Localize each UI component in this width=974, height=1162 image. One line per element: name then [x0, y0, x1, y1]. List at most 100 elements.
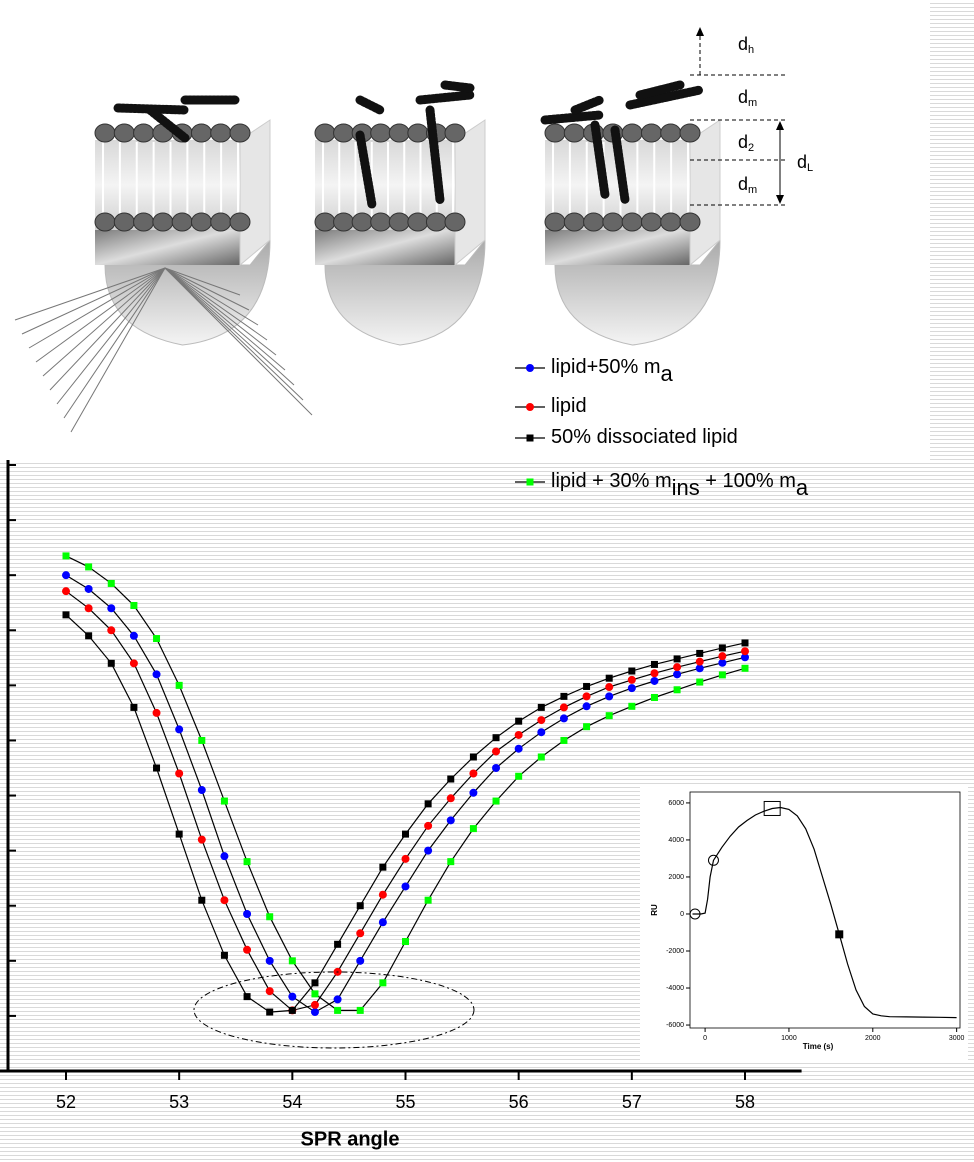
data-point — [695, 657, 704, 666]
data-point — [175, 830, 183, 838]
inset-marker — [707, 854, 719, 866]
data-point — [514, 744, 523, 753]
head-group — [370, 123, 392, 143]
data-point — [492, 797, 500, 805]
head-group — [621, 123, 643, 143]
inset-x-tick-label: 0 — [703, 1035, 707, 1042]
head-group — [621, 212, 643, 232]
head-group — [94, 123, 116, 143]
data-point — [650, 676, 659, 685]
data-point — [175, 769, 184, 778]
peptide — [355, 95, 385, 115]
data-point — [197, 786, 206, 795]
data-point — [469, 788, 478, 797]
x-tick-label: 54 — [282, 1092, 302, 1112]
inset-marker — [763, 800, 781, 816]
data-point — [718, 652, 727, 661]
legend-marker — [526, 364, 534, 372]
x-tick-label: 52 — [56, 1092, 76, 1112]
data-point — [379, 863, 387, 871]
metal-layer — [545, 228, 690, 265]
head-group — [388, 123, 410, 143]
dimension-label: dh — [738, 34, 754, 56]
legend-text: lipid — [551, 395, 587, 417]
beam — [164, 267, 313, 416]
data-point — [492, 734, 500, 742]
data-point — [356, 902, 364, 910]
data-point — [402, 938, 409, 946]
data-point — [515, 772, 523, 780]
head-group — [602, 212, 624, 232]
data-point — [288, 1006, 296, 1014]
x-tick-label: 55 — [395, 1092, 415, 1112]
data-point — [379, 979, 387, 987]
data-point — [447, 775, 455, 783]
data-point — [198, 736, 206, 744]
data-point — [152, 708, 161, 717]
data-point — [537, 703, 545, 711]
dimension-subscript: m — [748, 184, 757, 196]
peptide — [440, 80, 475, 93]
head-group — [370, 212, 392, 232]
head-group — [407, 212, 429, 232]
data-point — [356, 956, 365, 965]
head-group — [94, 212, 116, 232]
data-point — [605, 674, 613, 682]
head-group — [152, 212, 174, 232]
head-group — [133, 212, 155, 232]
data-point — [469, 753, 477, 761]
dimension-symbol: d — [738, 174, 748, 194]
data-point — [673, 655, 681, 663]
data-point — [537, 716, 546, 725]
beam — [28, 267, 166, 349]
data-point — [129, 659, 138, 668]
data-point — [62, 571, 70, 580]
legend-text: lipid+50% m — [551, 356, 661, 378]
prism-cap — [104, 238, 271, 346]
data-point — [334, 940, 342, 948]
head-group — [444, 212, 466, 232]
x-tick-label: 58 — [735, 1092, 755, 1112]
side-face — [689, 119, 721, 267]
head-group — [333, 212, 355, 232]
data-point — [198, 896, 206, 904]
head-group — [640, 212, 662, 232]
data-point — [605, 683, 614, 692]
data-point — [650, 669, 659, 678]
legend-subscript: a — [796, 475, 809, 500]
data-point — [424, 800, 432, 808]
dimension-subscript: h — [748, 44, 754, 56]
head-group — [563, 212, 585, 232]
dimension-symbol: d — [738, 132, 748, 152]
data-point — [447, 858, 455, 866]
beam — [164, 267, 268, 341]
inset-y-axis-label: RU — [650, 904, 659, 916]
head-group — [640, 123, 662, 143]
highlight-ellipse — [193, 971, 475, 1049]
data-point — [85, 563, 93, 571]
data-point — [537, 728, 546, 737]
head-group — [113, 212, 135, 232]
data-point — [243, 909, 252, 918]
data-point — [152, 670, 161, 679]
data-point — [424, 821, 433, 830]
inset-y-tick-label: 2000 — [668, 874, 684, 881]
inset-y-tick-label: -6000 — [666, 1022, 684, 1029]
dimension-symbol: d — [797, 152, 807, 172]
data-point — [628, 702, 636, 710]
head-group — [333, 123, 355, 143]
data-point — [62, 611, 70, 619]
peptide — [540, 110, 605, 125]
head-group — [113, 123, 135, 143]
metal-layer — [315, 228, 455, 265]
data-point — [605, 712, 613, 720]
head-group — [351, 212, 373, 232]
data-point — [266, 1008, 274, 1016]
head-group — [388, 212, 410, 232]
data-point — [265, 956, 274, 965]
head-group — [229, 212, 251, 232]
side-face — [454, 119, 486, 267]
data-point — [378, 890, 387, 899]
data-point — [288, 957, 296, 965]
head-group — [229, 123, 251, 143]
